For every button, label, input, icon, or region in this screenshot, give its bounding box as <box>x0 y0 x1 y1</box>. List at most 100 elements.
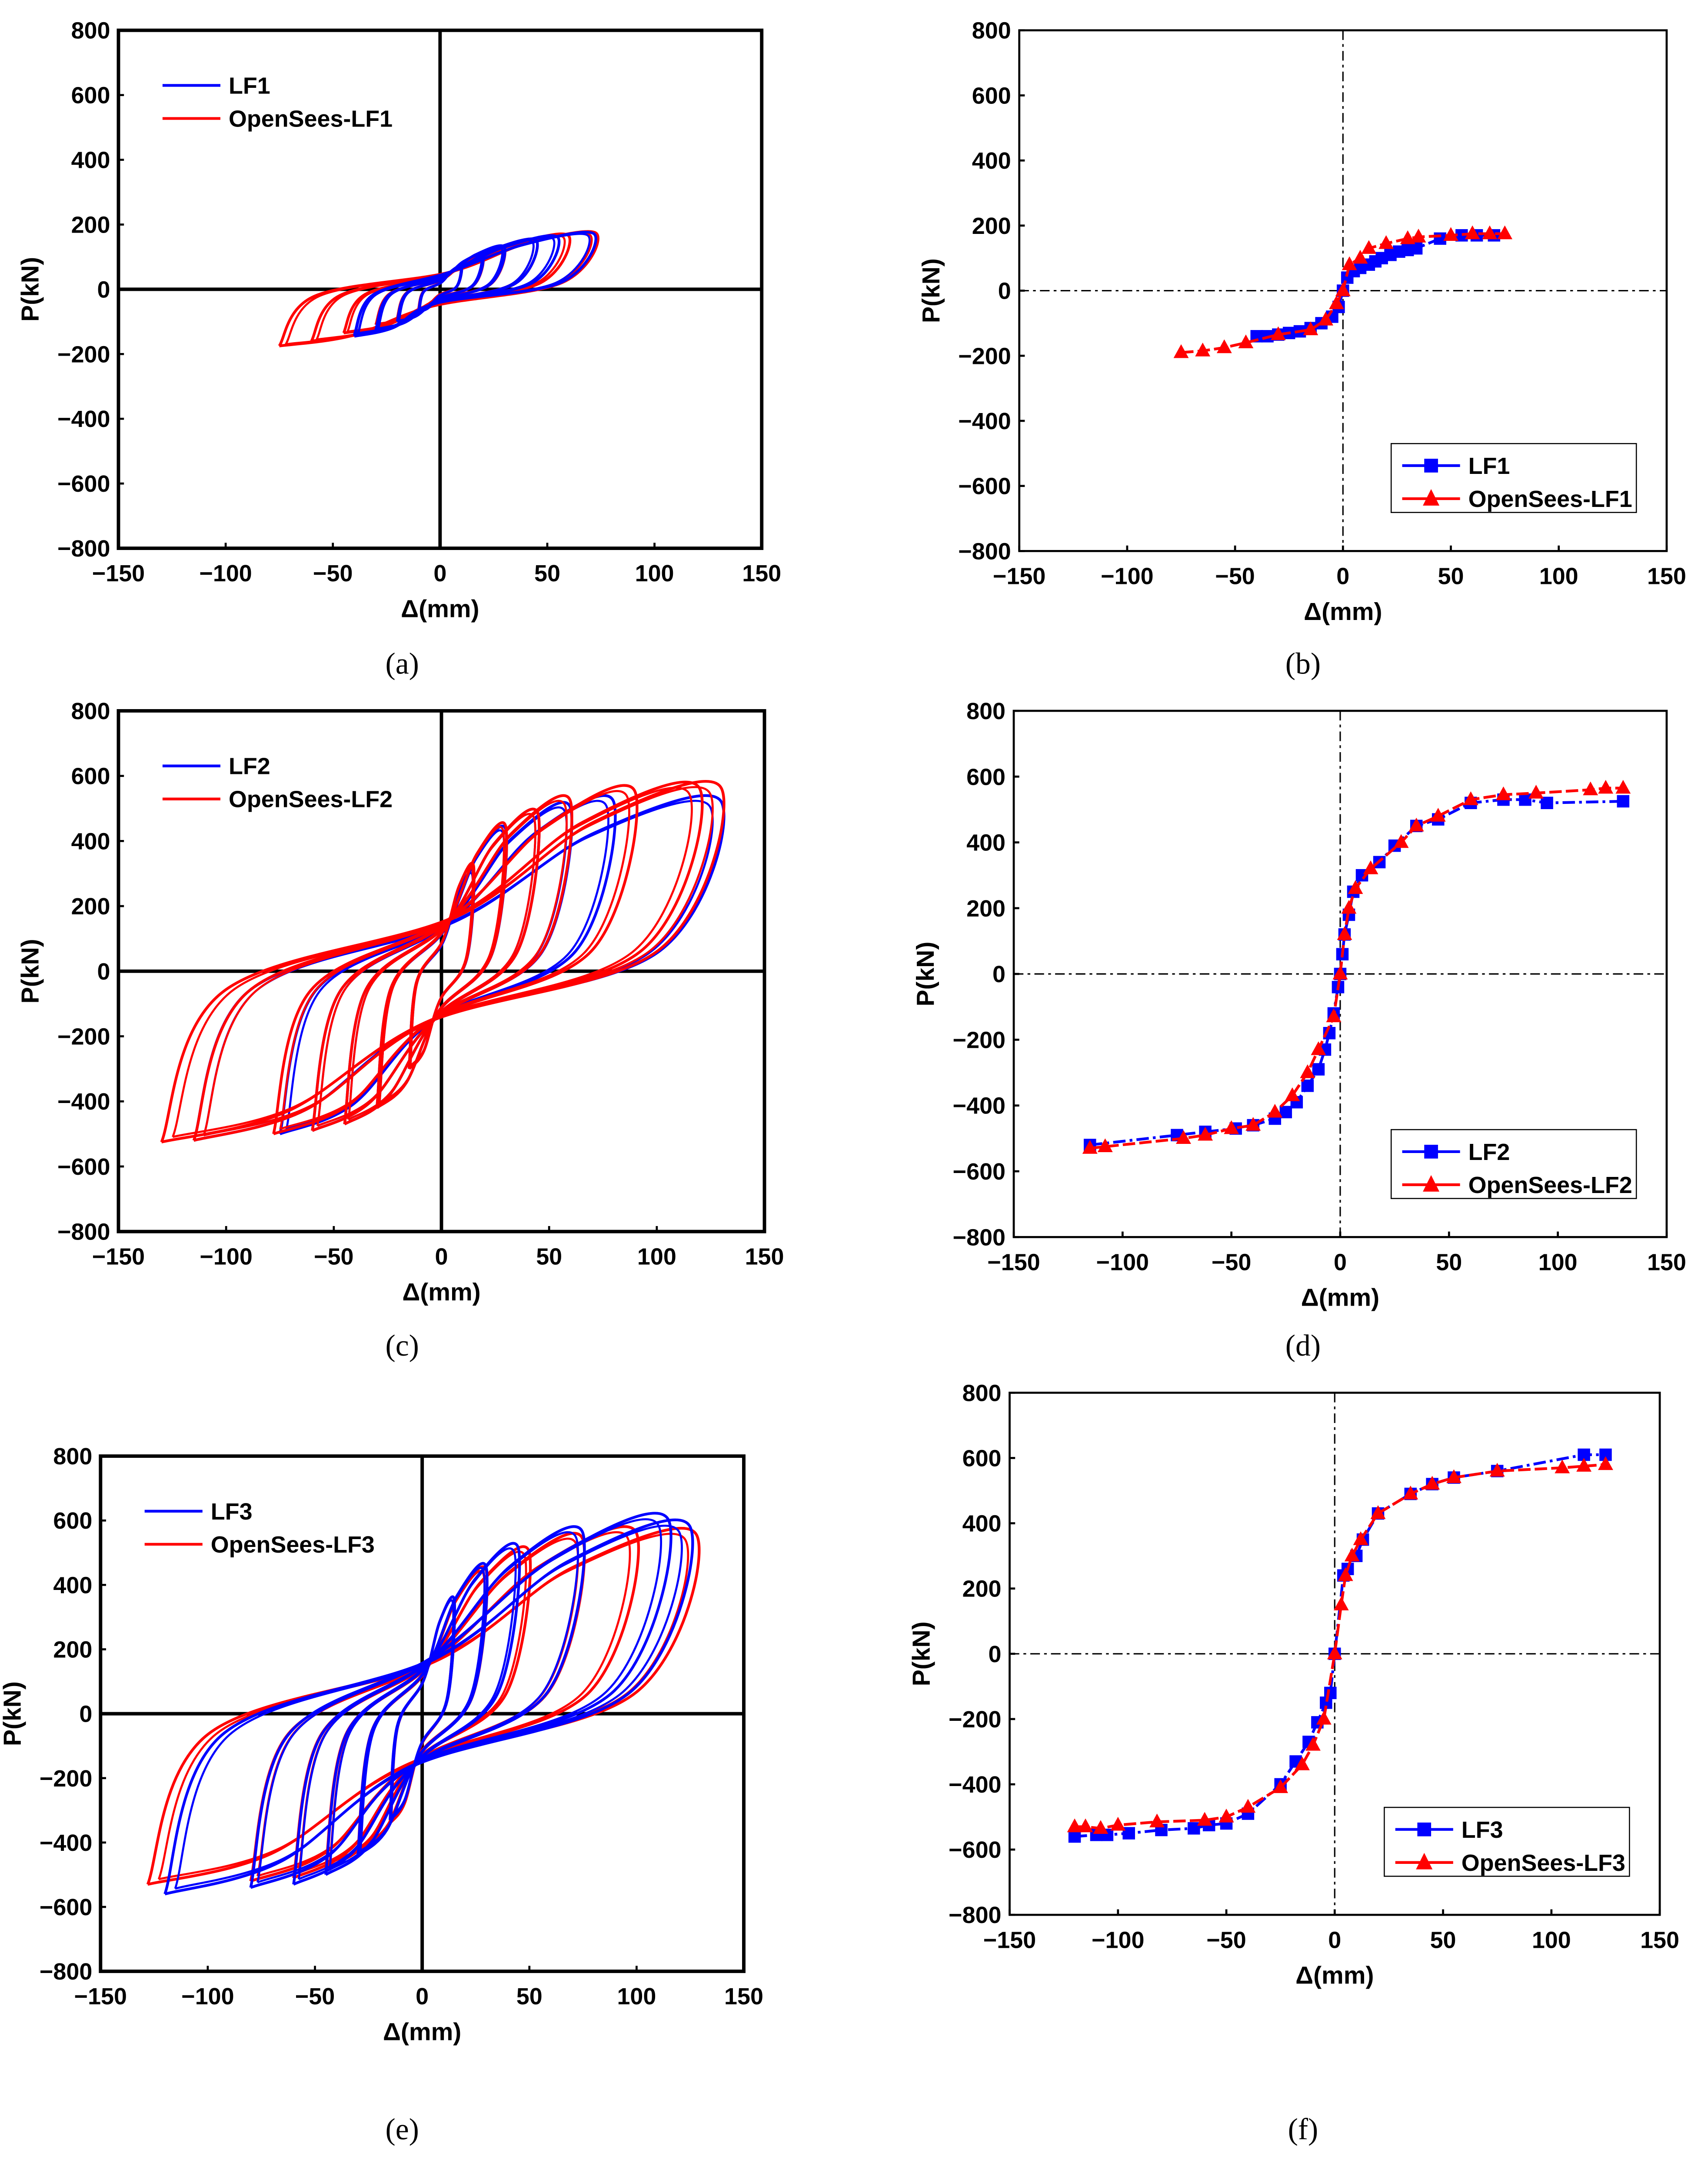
chart-panel-a: −150 −100 −50 0 50 100 150 800 600 400 200 0 −200 −40… <box>17 18 781 681</box>
y-tick-label: 800 <box>71 698 110 724</box>
data-point-triangle <box>1348 880 1363 894</box>
panel-caption: (e) <box>386 2113 419 2146</box>
data-point-triangle <box>1305 1736 1321 1751</box>
series-opensees-lf1 <box>1173 225 1513 358</box>
data-point-square <box>1068 1830 1081 1843</box>
y-tick-label: 600 <box>71 763 110 790</box>
hysteresis-loop <box>292 1532 586 1880</box>
x-tick-label: −150 <box>74 1983 127 2010</box>
y-tick-label: 0 <box>992 961 1005 987</box>
x-tick-label: 150 <box>724 1983 763 2010</box>
x-tick-label: 100 <box>1532 1927 1571 1953</box>
series-lf1 <box>353 230 597 338</box>
data-point-triangle <box>1332 966 1348 980</box>
data-point-triangle <box>1078 1818 1093 1833</box>
y-tick-label: −400 <box>953 1093 1005 1119</box>
x-tick-label: 50 <box>536 1244 562 1270</box>
y-tick-label: −400 <box>949 1772 1001 1798</box>
y-tick-label: 400 <box>966 830 1005 856</box>
x-axis-label: Δ(mm) <box>402 1278 480 1306</box>
data-point-triangle <box>1216 339 1232 353</box>
data-point-triangle <box>1195 343 1211 357</box>
x-tick-label: −150 <box>92 560 145 587</box>
x-tick-label: 100 <box>1538 1249 1578 1275</box>
series-line <box>1089 787 1623 1150</box>
y-tick-label: 800 <box>962 1380 1002 1406</box>
y-tick-label: −600 <box>40 1894 92 1920</box>
data-point-triangle <box>1300 1064 1315 1078</box>
data-point-square <box>1312 1063 1325 1076</box>
series-line <box>1074 1453 1606 1838</box>
legend-label: LF2 <box>1468 1139 1510 1165</box>
legend-marker-triangle <box>1423 489 1440 506</box>
x-tick-label: 150 <box>745 1244 784 1270</box>
hysteresis-loop <box>316 800 568 1127</box>
chart-panel-f: −150 −100 −50 0 50 100 150 800 600 400 200 0 −200 −40… <box>908 1380 1679 2146</box>
x-tick-label: 50 <box>534 560 560 587</box>
data-point-triangle <box>1224 1120 1239 1134</box>
y-tick-label: 0 <box>79 1701 92 1727</box>
x-tick-label: 0 <box>433 560 446 587</box>
legend-marker-triangle <box>1423 1175 1440 1192</box>
y-tick-label: 0 <box>989 1641 1002 1667</box>
x-tick-label: −150 <box>987 1249 1040 1275</box>
y-tick-label: −600 <box>57 1154 110 1180</box>
chart-panel-c: −150 −100 −50 0 50 100 150 800 600 400 200 0 −200 −40… <box>17 698 784 1363</box>
data-point-triangle <box>1495 786 1511 800</box>
legend-label: LF3 <box>211 1499 253 1525</box>
x-tick-label: 100 <box>637 1244 676 1270</box>
hysteresis-loop <box>356 233 591 336</box>
data-point-triangle <box>1446 1469 1462 1483</box>
data-point-triangle <box>1370 1505 1386 1519</box>
legend: LF2 OpenSees-LF2 <box>162 753 393 813</box>
legend-label: OpenSees-LF1 <box>229 106 393 132</box>
y-tick-label: 400 <box>972 148 1011 174</box>
data-point-square <box>1617 795 1630 808</box>
data-point-triangle <box>1273 1779 1288 1793</box>
hysteresis-loop <box>353 237 539 336</box>
x-axis-label: Δ(mm) <box>1304 598 1382 626</box>
legend-label: LF1 <box>229 73 270 99</box>
hysteresis-loop <box>285 232 593 346</box>
data-point-triangle <box>1067 1818 1082 1833</box>
y-tick-label: 400 <box>71 147 110 173</box>
x-tick-label: −150 <box>92 1244 145 1270</box>
x-tick-label: 0 <box>1328 1927 1341 1953</box>
data-point-triangle <box>1238 334 1254 348</box>
x-tick-label: −50 <box>1215 563 1255 589</box>
data-point-triangle <box>1403 1486 1418 1500</box>
legend-marker-triangle <box>1416 1853 1433 1870</box>
data-point-triangle <box>1093 1820 1109 1834</box>
x-axis-label: Δ(mm) <box>401 595 479 623</box>
hysteresis-loop <box>347 813 536 1121</box>
data-point-triangle <box>1353 1531 1368 1545</box>
x-tick-label: −150 <box>993 563 1045 589</box>
chart-panel-e: −150 −100 −50 0 50 100 150 800 600 400 200 0 −200 −40… <box>0 1443 763 2146</box>
data-point-triangle <box>1110 1816 1126 1831</box>
panel-caption: (d) <box>1285 1329 1321 1363</box>
panel-caption: (c) <box>386 1329 419 1363</box>
legend: LF3 OpenSees-LF3 <box>144 1499 375 1558</box>
data-point-triangle <box>1267 1103 1283 1118</box>
hysteresis-loop <box>285 800 609 1130</box>
x-tick-label: −100 <box>181 1983 234 2010</box>
data-point-triangle <box>1295 1756 1310 1770</box>
y-tick-label: −400 <box>958 408 1011 434</box>
hysteresis-loop <box>192 780 704 1142</box>
legend: LF3 OpenSees-LF3 <box>1384 1806 1630 1877</box>
data-point-triangle <box>1430 808 1446 822</box>
legend-label: OpenSees-LF2 <box>1468 1172 1632 1198</box>
y-tick-label: 800 <box>966 698 1005 724</box>
y-tick-label: −600 <box>57 471 110 497</box>
y-tick-label: −200 <box>57 1024 110 1050</box>
y-axis-label: P(kN) <box>917 258 945 323</box>
legend: LF1 OpenSees-LF1 <box>1390 443 1637 513</box>
y-tick-label: 400 <box>962 1511 1002 1537</box>
legend-marker-square <box>1417 1822 1432 1836</box>
hysteresis-loop <box>378 826 505 1105</box>
data-point-triangle <box>1341 900 1357 914</box>
y-tick-label: 600 <box>972 83 1011 109</box>
x-tick-label: −150 <box>983 1927 1036 1953</box>
x-tick-label: −50 <box>295 1983 335 2010</box>
